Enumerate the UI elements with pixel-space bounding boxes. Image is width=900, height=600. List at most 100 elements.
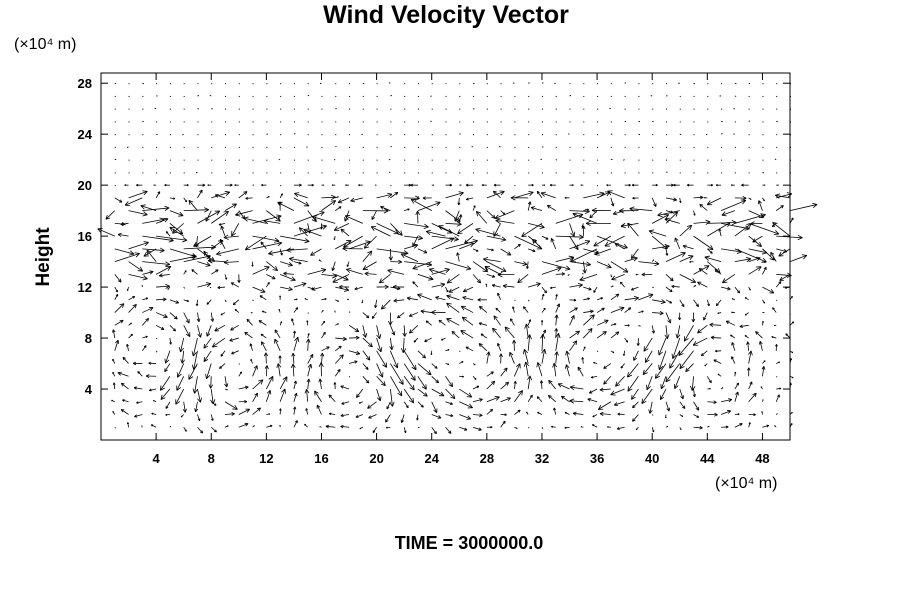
vector-arrow (335, 336, 347, 342)
vector-arrow (294, 192, 308, 199)
vector-arrow (610, 95, 612, 97)
vector-arrow (389, 388, 395, 407)
vector-arrow (169, 83, 171, 85)
vector-arrow (635, 426, 639, 431)
vector-arrow (328, 412, 336, 416)
vector-arrow (664, 217, 680, 224)
vector-arrow (610, 83, 612, 85)
vector-arrow (403, 363, 416, 381)
vector-arrow (541, 307, 546, 313)
vector-arrow (679, 121, 681, 123)
vector-arrow (486, 371, 494, 377)
vector-arrow (293, 282, 307, 288)
vector-arrow (191, 269, 198, 275)
vector-arrow (748, 392, 757, 403)
vector-arrow (567, 274, 570, 276)
vector-arrow (514, 185, 516, 187)
vector-arrow (744, 312, 749, 316)
vector-arrow (581, 223, 584, 228)
vector-arrow (128, 273, 148, 281)
vector-arrow (142, 235, 174, 243)
vector-arrow (143, 248, 157, 257)
vector-arrow (404, 121, 406, 123)
vector-arrow (569, 283, 583, 288)
vector-arrow (252, 159, 254, 161)
vector-arrow (321, 309, 324, 313)
vector-arrow (266, 83, 268, 85)
vector-arrow (658, 350, 667, 371)
y-axis-title: Height (33, 227, 54, 287)
vector-arrow (514, 121, 516, 123)
vector-arrow (445, 108, 447, 110)
vector-arrow (750, 221, 763, 226)
vector-arrow (303, 228, 322, 237)
vector-arrow (459, 172, 461, 174)
vector-arrow (137, 371, 143, 377)
vector-arrow (514, 261, 528, 266)
vector-arrow (665, 401, 671, 412)
y-unit-label: (×10⁴ m) (14, 36, 76, 53)
vector-arrow (126, 343, 129, 351)
vector-arrow (431, 223, 453, 234)
vector-arrow (238, 108, 240, 110)
vector-arrow (445, 172, 447, 174)
vector-arrow (465, 183, 474, 187)
vector-arrow (748, 350, 753, 364)
vector-arrow (328, 394, 336, 403)
vector-arrow (456, 252, 460, 262)
vector-arrow (153, 400, 157, 403)
vector-arrow (790, 83, 791, 85)
vector-arrow (597, 134, 599, 136)
vector-arrow (114, 146, 116, 148)
vector-arrow (617, 412, 625, 416)
vector-arrow (665, 274, 674, 282)
vector-arrow (665, 159, 667, 161)
y-tick-label: 12 (78, 280, 92, 295)
vector-arrow (569, 261, 591, 267)
vector-arrow (252, 146, 254, 148)
vector-arrow (569, 330, 580, 339)
vector-arrow (155, 324, 165, 330)
vector-arrow (627, 376, 639, 392)
vector-arrow (748, 381, 753, 390)
vector-arrow (114, 197, 123, 203)
vector-arrow (363, 235, 377, 249)
vector-arrow (758, 340, 763, 351)
vector-arrow (610, 146, 612, 148)
vector-arrow (553, 407, 557, 415)
vector-arrow (141, 425, 143, 428)
vector-arrow (448, 286, 460, 293)
vector-arrow (235, 210, 253, 217)
vector-arrow (266, 146, 268, 148)
vector-arrow (388, 248, 393, 261)
vector-arrow (460, 330, 474, 339)
vector-arrow (431, 375, 440, 384)
vector-arrow (597, 146, 599, 148)
vector-arrow (169, 95, 171, 97)
vector-arrow (635, 273, 639, 276)
vector-arrow (528, 183, 534, 187)
vector-arrow (307, 83, 309, 85)
vector-arrow (789, 350, 794, 354)
vector-arrow (776, 172, 778, 174)
vector-arrow (293, 380, 297, 390)
vector-arrow (744, 297, 749, 301)
vector-arrow (266, 210, 281, 222)
vector-arrow (279, 273, 296, 282)
vector-arrow (707, 121, 709, 123)
vector-arrow (679, 273, 697, 283)
vector-arrow (569, 95, 572, 97)
vector-arrow (789, 312, 791, 315)
vector-arrow (376, 192, 393, 199)
vector-arrow (293, 298, 298, 301)
vector-arrow (486, 235, 507, 242)
x-tick-label: 24 (424, 451, 439, 466)
vector-arrow (393, 298, 405, 303)
vector-arrow (652, 159, 654, 161)
vector-arrow (523, 306, 529, 313)
vector-arrow (790, 108, 791, 110)
vector-arrow (597, 83, 599, 85)
vector-arrow (374, 299, 378, 308)
vector-arrow (693, 108, 695, 110)
vector-arrow (459, 83, 461, 85)
